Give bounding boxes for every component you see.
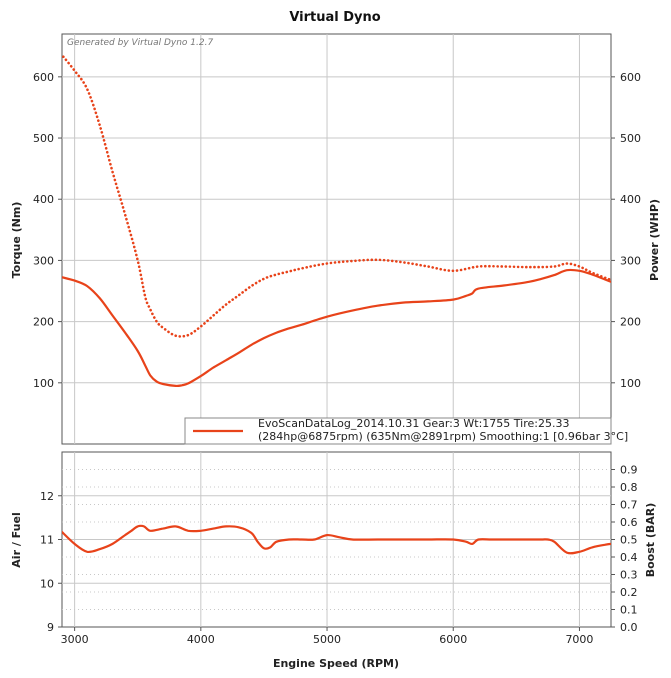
power-line: [62, 268, 611, 388]
tick-torque-400: 400: [33, 193, 54, 206]
tick-torque-200: 200: [33, 316, 54, 329]
tick-power-500: 500: [620, 132, 641, 145]
afr-gridlines: [62, 452, 611, 627]
tick-torque-500: 500: [33, 132, 54, 145]
tick-afr-11: 11: [40, 534, 54, 547]
tick-rpm-4000: 4000: [187, 633, 215, 646]
tick-boost-0.0: 0.0: [620, 621, 638, 634]
torque-line: [62, 53, 611, 338]
legend-line-1: EvoScanDataLog_2014.10.31 Gear:3 Wt:1755…: [258, 417, 569, 430]
chart-title: Virtual Dyno: [289, 10, 380, 25]
torque-power-series: [62, 53, 611, 388]
afr-axis-ticks: 0.0 0.1 0.2 0.3 0.4 0.5 0.6 0.7 0.8 0.9 9 10 11 12 300…: [40, 464, 638, 647]
tick-afr-10: 10: [40, 577, 54, 590]
tick-power-600: 600: [620, 71, 641, 84]
tick-boost-0.8: 0.8: [620, 481, 638, 494]
afr-series: [62, 524, 611, 555]
tick-boost-0.9: 0.9: [620, 464, 638, 477]
tick-power-100: 100: [620, 377, 641, 390]
tick-rpm-5000: 5000: [313, 633, 341, 646]
tick-rpm-7000: 7000: [565, 633, 593, 646]
tick-afr-12: 12: [40, 490, 54, 503]
tick-boost-0.3: 0.3: [620, 569, 638, 582]
afr-axis-title: Air / Fuel: [10, 512, 23, 567]
tick-boost-0.7: 0.7: [620, 499, 638, 512]
tick-torque-100: 100: [33, 377, 54, 390]
rpm-axis-title: Engine Speed (RPM): [273, 657, 399, 670]
legend: EvoScanDataLog_2014.10.31 Gear:3 Wt:1755…: [184, 417, 628, 445]
legend-box: [184, 417, 612, 445]
watermark: Generated by Virtual Dyno 1.2.7: [67, 38, 213, 48]
tick-boost-0.5: 0.5: [620, 534, 638, 547]
tick-torque-300: 300: [33, 254, 54, 267]
tick-power-400: 400: [620, 193, 641, 206]
air-fuel-line: [62, 524, 611, 555]
power-axis-title: Power (WHP): [648, 199, 661, 281]
boost-axis-title: Boost (BAR): [644, 503, 657, 578]
torque-plot-area: [61, 33, 612, 445]
tick-boost-0.1: 0.1: [620, 604, 638, 617]
torque-axis-ticks: 100 200 300 400 500 600 100 200 300 400 500 600: [33, 71, 641, 390]
tick-rpm-6000: 6000: [439, 633, 467, 646]
torque-gridlines: [62, 34, 611, 444]
tick-boost-0.4: 0.4: [620, 551, 638, 564]
tick-power-300: 300: [620, 254, 641, 267]
tick-afr-9: 9: [47, 621, 54, 634]
tick-boost-0.2: 0.2: [620, 586, 638, 599]
tick-boost-0.6: 0.6: [620, 516, 638, 529]
tick-torque-600: 600: [33, 71, 54, 84]
tick-rpm-3000: 3000: [61, 633, 89, 646]
tick-power-200: 200: [620, 316, 641, 329]
torque-axis-title: Torque (Nm): [10, 202, 23, 279]
legend-line-2: (284hp@6875rpm) (635Nm@2891rpm) Smoothin…: [258, 430, 628, 443]
